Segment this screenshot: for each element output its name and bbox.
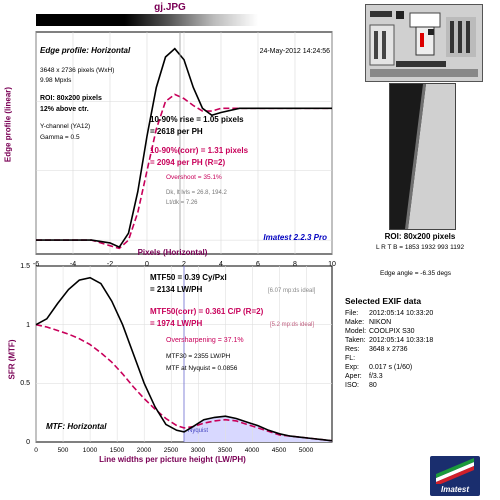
- mtf50-corr: MTF50(corr) = 0.361 C/P (R=2): [150, 307, 264, 316]
- mtf-xtick: 4000: [245, 447, 260, 454]
- edge-channel: Y-channel (YA12): [40, 123, 90, 130]
- imatest-logo: Imatest: [430, 456, 480, 496]
- edge-rise: 10-90% rise = 1.05 pixels: [150, 115, 244, 124]
- mtf50-corr-ideal: [5.2 mp:ds ideal]: [270, 322, 314, 328]
- mtf50: MTF50 = 0.39 Cy/Pxl: [150, 273, 227, 282]
- edge-info-mpx: 9.98 Mpxls: [40, 77, 72, 84]
- logo-graphic: [436, 458, 474, 484]
- mtf30: MTF30 = 2355 LW/PH: [166, 353, 231, 360]
- roi-lrtb: L R T B = 1853 1932 993 1192: [375, 244, 465, 251]
- image-title: gj.JPG: [154, 2, 186, 13]
- edge-measured-line: [36, 47, 332, 249]
- mtf-ytick: 0: [26, 439, 30, 446]
- exif-row: Make: NIKON: [345, 319, 392, 326]
- oversharpening: Oversharpening = 37.1%: [166, 337, 244, 344]
- edge-info-size: 3648 x 2736 pixels (WxH): [40, 67, 114, 74]
- mtf-xtick: 1500: [110, 447, 125, 454]
- mtf-x-label: Line widths per picture height (LW/PH): [99, 455, 246, 464]
- edge-xtick: 0: [145, 261, 149, 266]
- exif-row: Model: COOLPIX S30: [345, 328, 415, 335]
- mtf-xtick: 2000: [137, 447, 152, 454]
- mtf-y-label: SFR (MTF): [7, 339, 17, 380]
- test-chart-thumbnail: [365, 4, 483, 82]
- edge-xtick: -6: [33, 261, 39, 266]
- imatest-version: Imatest 2.2.3 Pro: [263, 233, 327, 242]
- mtf-corrected-line: [35, 323, 333, 442]
- exif-table: File: 2012:05:14 10:33:20 Make: NIKON Mode…: [345, 310, 495, 391]
- edge-roi-pos: 12% above ctr.: [40, 106, 89, 113]
- mtf-xtick: 1000: [83, 447, 98, 454]
- edge-xtick: 10: [328, 261, 336, 266]
- exif-row: File: 2012:05:14 10:33:20: [345, 310, 434, 317]
- roi-panel-title: ROI: 80x200 pixels: [384, 232, 456, 241]
- roi-crop-image: [389, 83, 456, 230]
- edge-rise-ph: = 2618 per PH: [150, 127, 203, 136]
- edge-ltdk: Lt/dk = 7.26: [166, 200, 198, 206]
- edge-overshoot: Overshoot = 35.1%: [166, 174, 222, 181]
- exif-row: ISO: 80: [345, 382, 377, 389]
- mtf-ytick: 1.5: [20, 263, 30, 270]
- edge-x-label: Pixels (Horizontal): [137, 248, 208, 257]
- exif-title: Selected EXIF data: [345, 296, 422, 306]
- nyquist-tag: Nyquist: [188, 428, 208, 434]
- mtf-nyquist: MTF at Nyquist = 0.0856: [166, 365, 238, 372]
- logo-text: Imatest: [440, 485, 469, 494]
- mtf-ytick: 1: [26, 322, 30, 329]
- edge-xtick: -4: [70, 261, 76, 266]
- mtf-chart: 0 0.5 1 1.5 0 500 1000 1500 2000 2500 30…: [20, 263, 333, 454]
- mtf-xtick: 4500: [272, 447, 287, 454]
- mtf-xtick: 5000: [299, 447, 314, 454]
- mtf-xtick: 3500: [218, 447, 233, 454]
- mtf-xtick: 0: [34, 447, 38, 454]
- edge-xtick: -2: [107, 261, 113, 266]
- mtf-xtick: 2500: [164, 447, 179, 454]
- mtf-measured-line: [35, 276, 333, 442]
- exif-row: Taken: 2012:05:14 10:33:18: [345, 337, 434, 344]
- roi-crop-graphic: [390, 84, 455, 229]
- exif-row: Exp: 0.017 s (1/60): [345, 364, 413, 371]
- mtf50-lwph: = 2134 LW/PH: [150, 285, 202, 294]
- test-chart-graphic: [366, 5, 482, 81]
- edge-xtick: 4: [219, 261, 223, 266]
- mtf-ideal-region: [184, 416, 332, 442]
- edge-date: 24-May-2012 14:24:56: [260, 48, 331, 55]
- mtf-xtick: 500: [58, 447, 69, 454]
- exif-row: FL:: [345, 355, 356, 362]
- mtf-plot-label: MTF: Horizontal: [46, 422, 107, 431]
- edge-levels: Dk, lt lvls = 26.8, 194.2: [166, 190, 228, 196]
- edge-corr-ph: = 2094 per PH (R=2): [150, 158, 225, 167]
- edge-corr: 10-90%(corr) = 1.31 pixels: [150, 146, 249, 155]
- mtf-ticks: 0 0.5 1 1.5 0 500 1000 1500 2000 2500 30…: [20, 263, 313, 454]
- edge-xtick: 6: [256, 261, 260, 266]
- edge-roi: ROI: 80x200 pixels: [40, 95, 102, 102]
- edge-y-label: Edge profile (linear): [3, 86, 13, 163]
- exif-row: Res: 3648 x 2736: [345, 346, 408, 353]
- edge-gradient-strip: [36, 14, 332, 26]
- edge-profile-chart: -6 -4 -2 0 2 4 6 8 10 Edge profile: Hori…: [33, 31, 336, 266]
- mtf-ytick: 0.5: [20, 380, 30, 387]
- exif-row: Aper: f/3.3: [345, 373, 383, 380]
- mtf50-ideal: [6.07 mp:ds ideal]: [268, 288, 316, 294]
- edge-x-ticks: -6 -4 -2 0 2 4 6 8 10: [33, 261, 336, 266]
- edge-gamma: Gamma = 0.5: [40, 134, 80, 141]
- edge-angle: Edge angle = -6.35 degs: [380, 270, 452, 277]
- edge-plot-label: Edge profile: Horizontal: [40, 46, 131, 55]
- edge-xtick: 8: [293, 261, 297, 266]
- mtf50-corr-lwph: = 1974 LW/PH: [150, 319, 202, 328]
- edge-xtick: 2: [182, 261, 186, 266]
- mtf-xtick: 3000: [191, 447, 206, 454]
